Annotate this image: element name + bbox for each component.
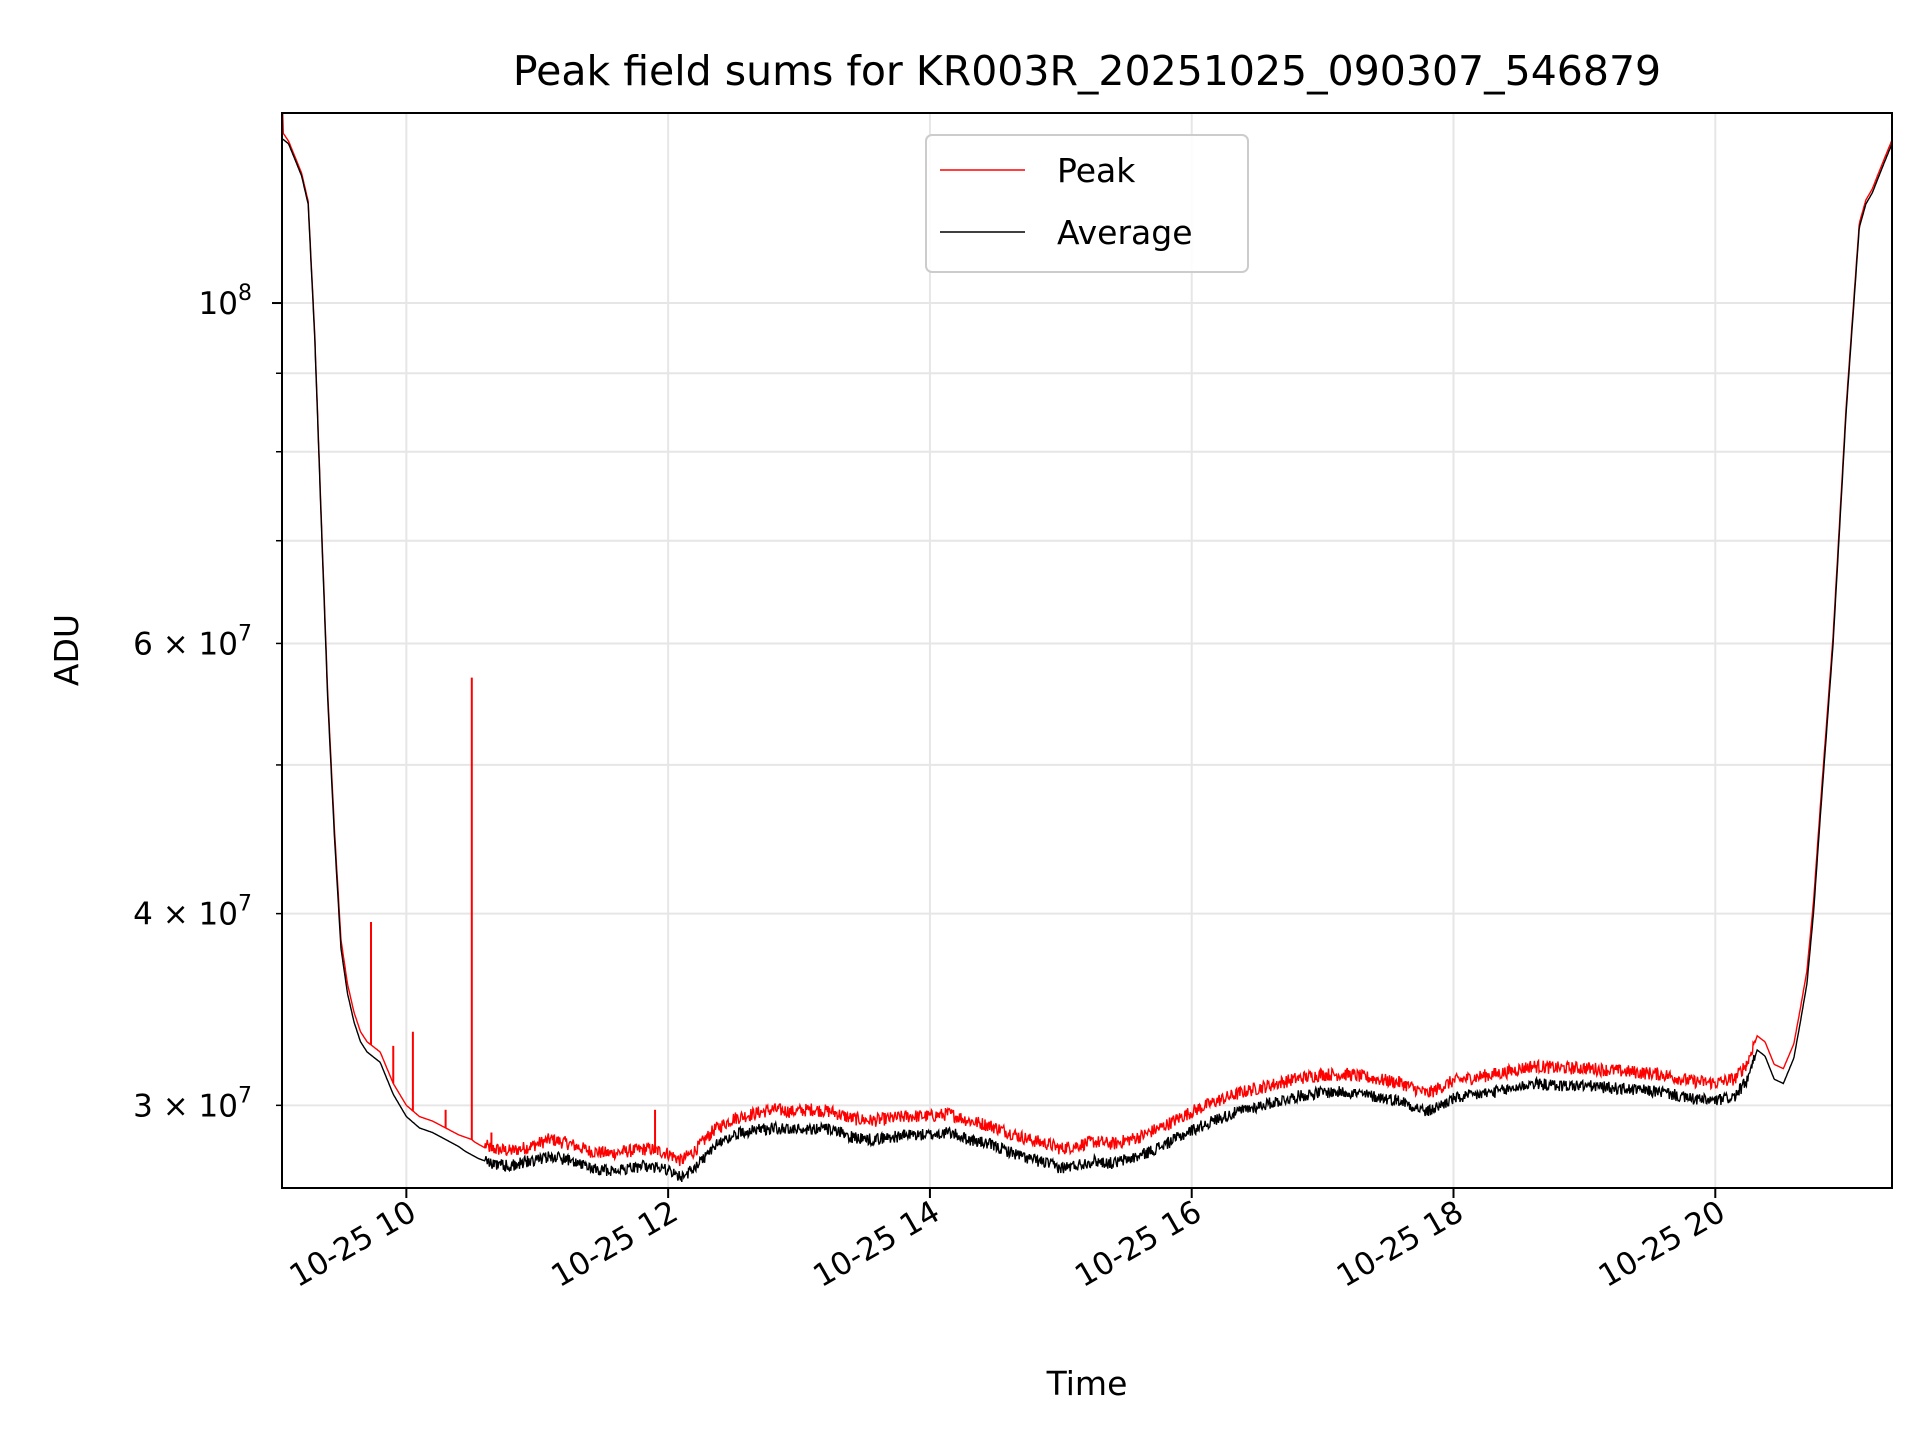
y-tick-label: 4 × 107: [133, 892, 252, 933]
grid: [282, 113, 1892, 1188]
legend-peak-label: Peak: [1057, 151, 1136, 190]
y-axis-label: ADU: [47, 614, 86, 686]
y-tick-label: 3 × 107: [133, 1083, 252, 1124]
y-tick-label: 108: [199, 281, 252, 322]
legend-average-label: Average: [1057, 213, 1193, 252]
y-tick-label: 6 × 107: [133, 621, 252, 662]
peak-series-line: [282, 113, 1892, 1167]
plot-frame: [281, 112, 1893, 1189]
chart-title: Peak field sums for KR003R_20251025_0903…: [513, 47, 1661, 95]
average-series-line: [282, 137, 1892, 1182]
x-axis-label: Time: [1046, 1364, 1128, 1403]
legend: Peak Average: [925, 134, 1249, 273]
series: [282, 113, 1892, 1182]
